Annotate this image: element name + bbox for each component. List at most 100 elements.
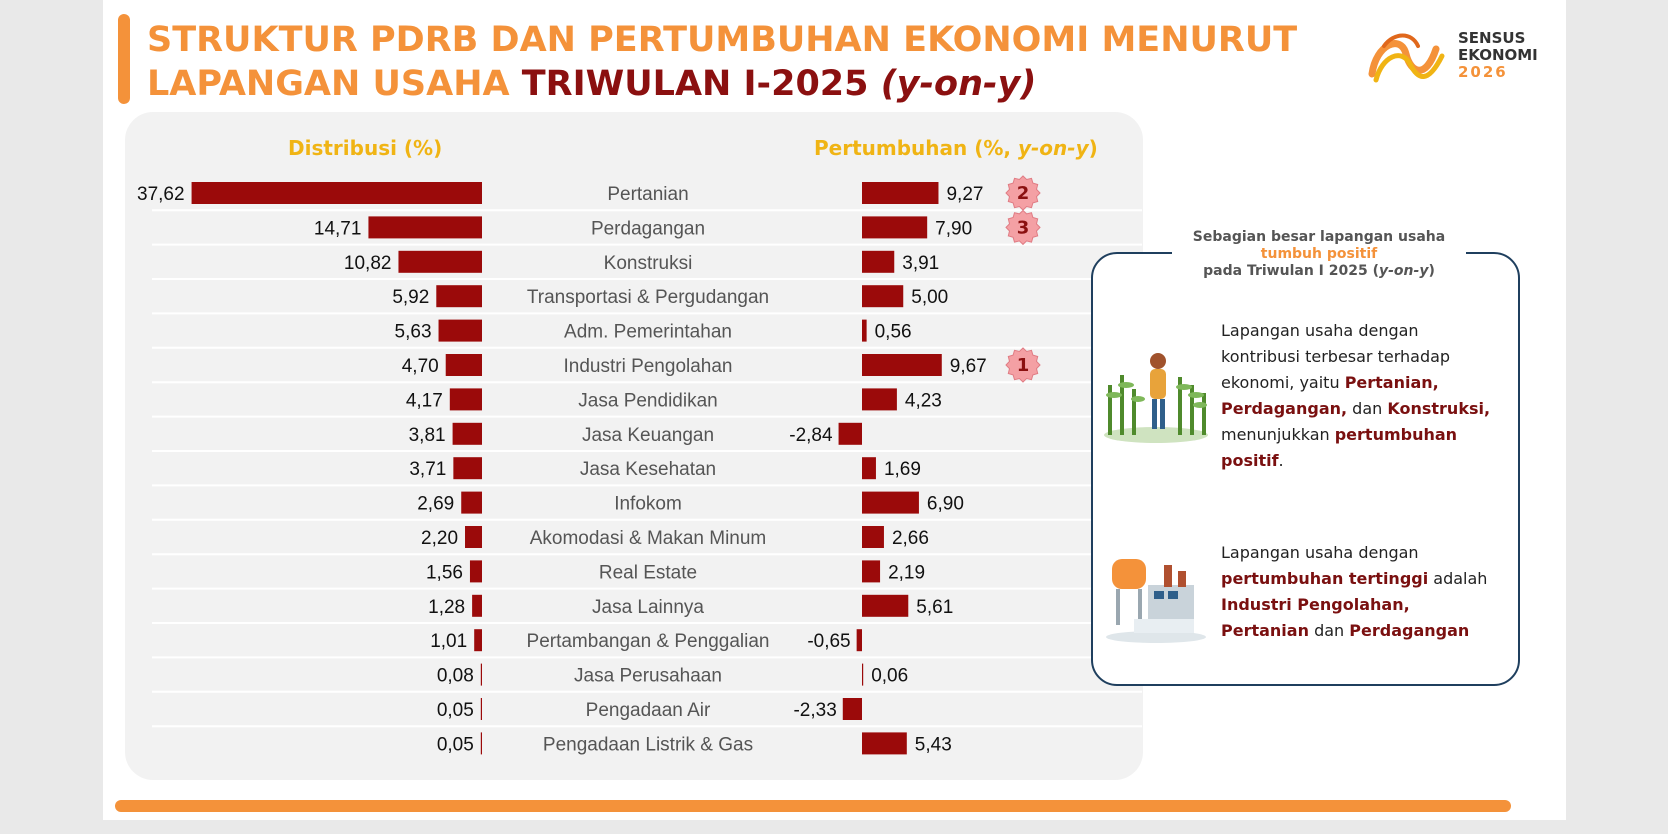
p1-text-2: dan (1347, 399, 1388, 418)
bottom-accent-bar (115, 800, 1511, 812)
right-header-prefix: Pertumbuhan (%, (814, 136, 1018, 160)
growth-bar (862, 560, 881, 583)
distribution-bar (368, 216, 482, 239)
rank-badge-icon (1005, 347, 1041, 383)
distribution-bar (191, 182, 482, 204)
p1-bold-2: Konstruksi, (1387, 399, 1491, 418)
p2-bold-2: Industri Pengolahan, Pertanian (1221, 595, 1410, 640)
growth-bar (856, 629, 862, 652)
distribution-value-label: 0,05 (437, 734, 474, 755)
distribution-value-label: 0,05 (437, 700, 474, 721)
title-line-1: STRUKTUR PDRB DAN PERTUMBUHAN EKONOMI ME… (147, 20, 1298, 60)
rank-badge-number: 1 (1017, 355, 1030, 376)
page-title: STRUKTUR PDRB DAN PERTUMBUHAN EKONOMI ME… (147, 18, 1297, 106)
distribution-bar (453, 457, 482, 480)
distribution-bar (480, 663, 482, 686)
growth-value-label: 5,43 (915, 734, 952, 755)
growth-value-label: 0,06 (871, 666, 908, 687)
info-caption-line-2: tumbuh positif (1260, 246, 1378, 262)
growth-value-label: 2,19 (888, 562, 925, 583)
distribution-value-label: 2,69 (417, 494, 454, 515)
growth-bar (862, 732, 907, 755)
distribution-value-label: 4,17 (406, 390, 443, 411)
right-header-italic: y-on-y (1017, 136, 1089, 160)
distribution-bar (445, 354, 482, 376)
category-label: Jasa Lainnya (592, 597, 704, 618)
distribution-bar (461, 491, 482, 514)
logo-text: SENSUS EKONOMI 2026 (1458, 30, 1538, 81)
category-label: Jasa Kesehatan (580, 459, 716, 480)
distribution-bar (398, 250, 482, 273)
category-label: Pengadaan Air (586, 700, 711, 721)
right-header-suffix: ) (1088, 136, 1098, 160)
p2-text-1: Lapangan usaha dengan (1221, 543, 1419, 562)
p2-bold-1: pertumbuhan tertinggi (1221, 569, 1429, 588)
distribution-bar (480, 698, 482, 720)
category-label: Akomodasi & Makan Minum (530, 528, 767, 549)
title-accent-bar (118, 14, 130, 104)
p1-text-1: Lapangan usaha dengan kontribusi terbesa… (1221, 321, 1451, 392)
growth-value-label: -2,84 (789, 425, 833, 446)
distribution-bar (436, 285, 482, 308)
category-label: Pertambangan & Penggalian (527, 631, 770, 652)
growth-bar (862, 526, 884, 548)
category-label: Jasa Keuangan (582, 425, 714, 446)
distribution-value-label: 10,82 (344, 253, 392, 274)
rank-badge-number: 3 (1017, 217, 1030, 238)
growth-value-label: 0,56 (875, 322, 912, 343)
logo-line-3: 2026 (1458, 63, 1508, 81)
category-label: Pertanian (607, 184, 688, 205)
p1-text-4: . (1278, 451, 1284, 470)
category-label: Adm. Pemerintahan (564, 322, 732, 343)
distribution-value-label: 37,62 (137, 184, 185, 205)
info-paragraph-1: Lapangan usaha dengan kontribusi terbesa… (1221, 318, 1501, 474)
left-chart-header: Distribusi (%) (288, 136, 443, 160)
p2-text-3: dan (1308, 621, 1350, 640)
chart-panel (125, 112, 1143, 780)
growth-bar (862, 388, 897, 411)
distribution-value-label: 5,92 (392, 287, 429, 308)
p2-bold-3: Perdagangan (1349, 621, 1470, 640)
category-label: Pengadaan Listrik & Gas (543, 734, 753, 755)
info-caption-line-1: Sebagian besar lapangan usaha (1192, 229, 1446, 245)
distribution-value-label: 14,71 (314, 218, 362, 239)
growth-value-label: -0,65 (807, 631, 850, 652)
category-label: Real Estate (599, 562, 697, 583)
category-label: Konstruksi (604, 253, 693, 274)
factory-illustration-icon (1106, 559, 1206, 643)
distribution-bar (452, 422, 482, 445)
growth-bar (842, 698, 862, 720)
growth-value-label: 7,90 (935, 218, 972, 239)
info-paragraph-2: Lapangan usaha dengan pertumbuhan tertin… (1221, 540, 1501, 644)
growth-value-label: 1,69 (884, 459, 921, 480)
distribution-bar (465, 526, 482, 548)
rank-badge-number: 2 (1017, 183, 1030, 204)
distribution-value-label: 3,81 (409, 425, 446, 446)
distribution-bar (480, 732, 482, 755)
distribution-bar (469, 560, 482, 583)
title-line-2: LAPANGAN USAHA TRIWULAN I-2025 (y-on-y) (147, 62, 1297, 106)
caption-line-3-suffix: ) (1428, 263, 1435, 279)
growth-value-label: 2,66 (892, 528, 929, 549)
growth-bar (838, 422, 862, 445)
p1-bold-3: pertumbuhan positif (1221, 425, 1458, 470)
caption-line-3-prefix: pada Triwulan I 2025 ( (1203, 263, 1379, 279)
category-label: Perdagangan (591, 218, 705, 239)
growth-value-label: 4,23 (905, 390, 942, 411)
title-line-2-orange: LAPANGAN USAHA (147, 64, 510, 104)
info-caption: Sebagian besar lapangan usaha tumbuh pos… (1172, 229, 1466, 280)
distribution-bar (449, 388, 482, 411)
growth-bar (862, 491, 919, 514)
growth-value-label: 9,67 (950, 356, 987, 377)
p2-text-2: adalah (1428, 569, 1488, 588)
p1-bold-1: Pertanian, Perdagangan, (1221, 373, 1439, 418)
distribution-value-label: 1,56 (426, 562, 463, 583)
distribution-value-label: 1,28 (428, 597, 465, 618)
sensus-ekonomi-logo-icon (1368, 33, 1445, 83)
logo-line-2: EKONOMI (1458, 46, 1538, 64)
title-line-2-italic: (y-on-y) (880, 64, 1037, 104)
distribution-value-label: 2,20 (421, 528, 458, 549)
right-chart-header: Pertumbuhan (%, y-on-y) (814, 136, 1098, 160)
rank-badge-icon (1005, 209, 1041, 246)
